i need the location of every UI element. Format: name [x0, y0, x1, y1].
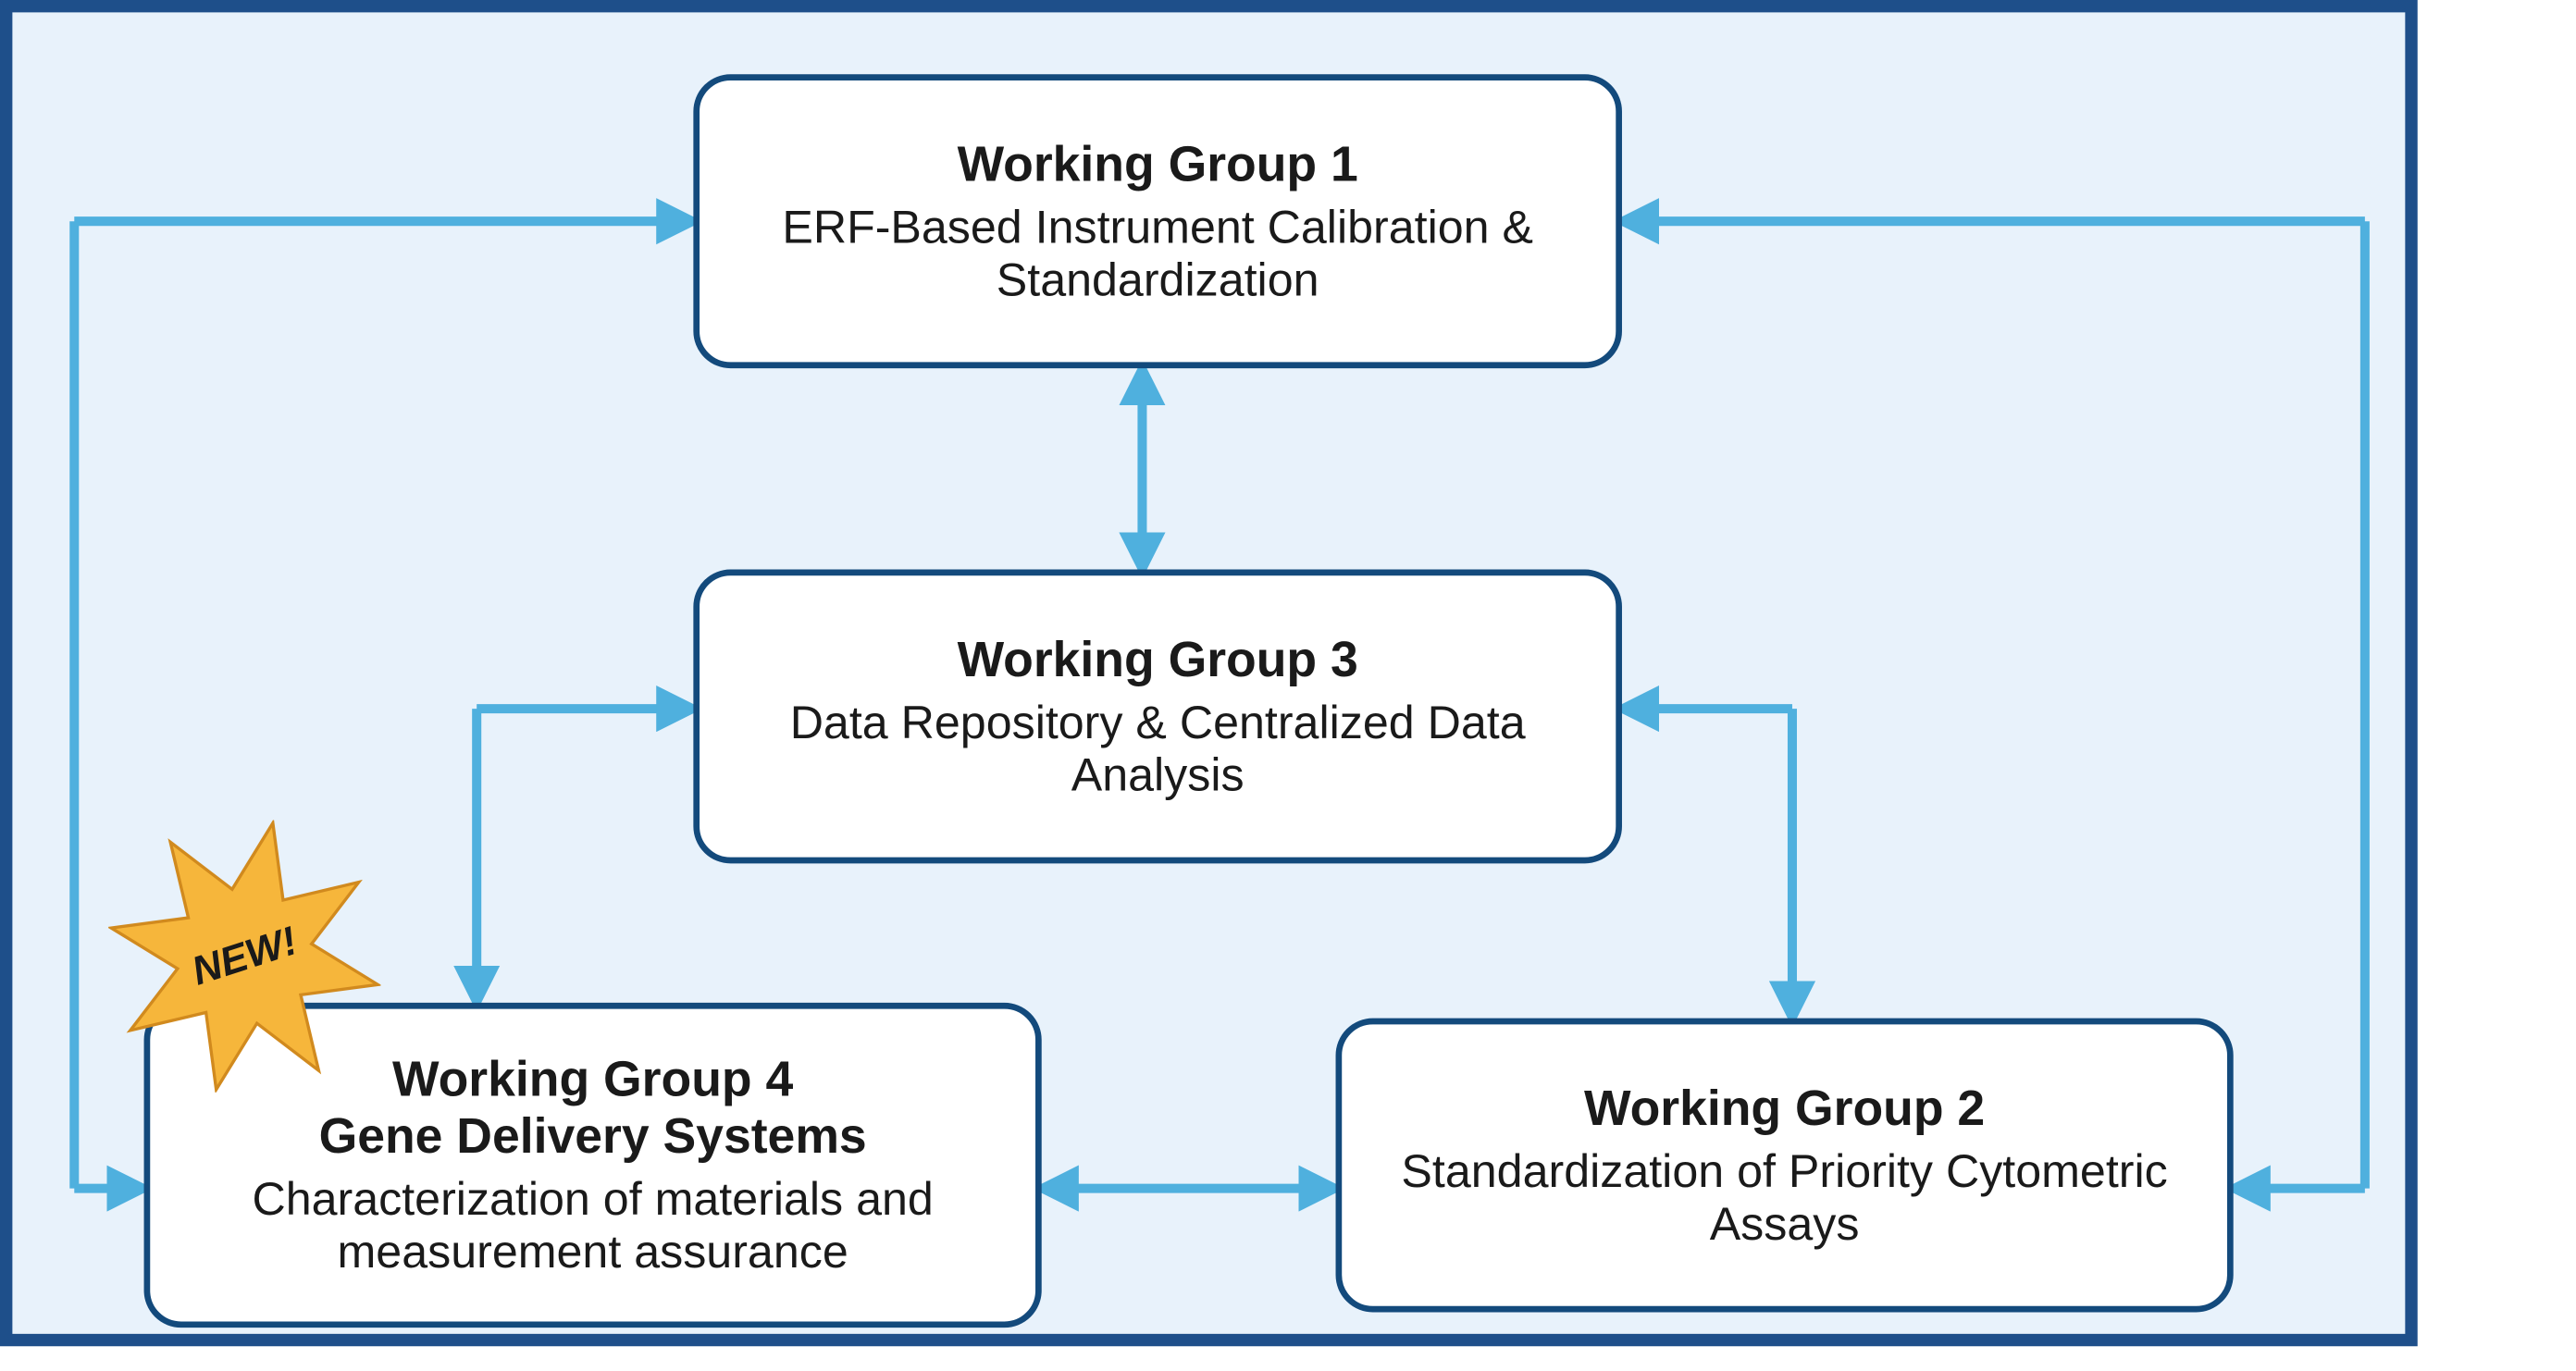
node-wg3-title: Working Group 3	[958, 631, 1358, 688]
node-wg1-title: Working Group 1	[958, 135, 1358, 192]
node-wg3-desc: Data Repository & Centralized Data Analy…	[731, 698, 1585, 803]
diagram-canvas: Working Group 1 ERF-Based Instrument Cali…	[0, 0, 2418, 1346]
node-wg4-title: Working Group 4	[392, 1051, 793, 1108]
new-badge: NEW!	[108, 821, 380, 1093]
node-wg1-desc: ERF-Based Instrument Calibration & Stand…	[731, 202, 1585, 307]
node-wg1: Working Group 1 ERF-Based Instrument Cali…	[693, 74, 1622, 368]
node-wg4-subtitle: Gene Delivery Systems	[319, 1108, 867, 1166]
node-wg4-desc: Characterization of materials and measur…	[181, 1175, 1005, 1280]
node-wg2: Working Group 2 Standardization of Priori…	[1336, 1019, 2234, 1313]
node-wg2-title: Working Group 2	[1584, 1080, 1985, 1137]
node-wg3: Working Group 3 Data Repository & Central…	[693, 570, 1622, 864]
node-wg2-desc: Standardization of Priority Cytometric A…	[1373, 1146, 2197, 1252]
